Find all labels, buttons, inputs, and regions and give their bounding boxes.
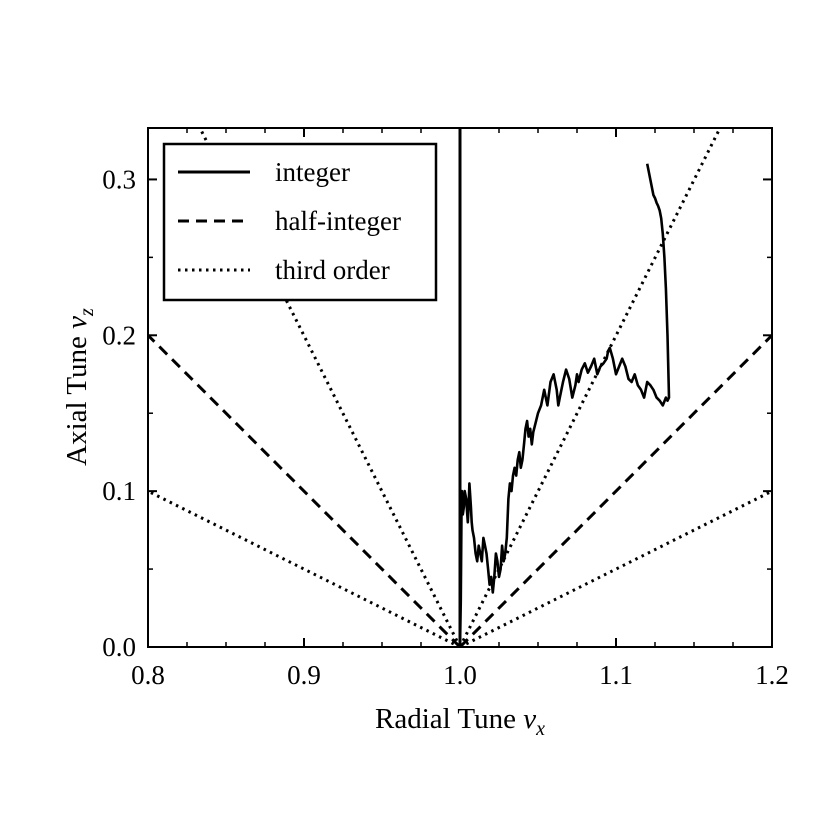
resonance-line-third-order-4 <box>459 489 772 647</box>
legend-label-integer: integer <box>275 157 350 187</box>
legend: integer half-integer third order <box>162 142 438 302</box>
y-axis-title-subscript: z <box>76 308 98 317</box>
x-axis-title-symbol: ν <box>523 703 536 735</box>
legend-label-third-order: third order <box>275 255 390 285</box>
y-axis-title-symbol: ν <box>61 316 93 329</box>
y-tick-label: 0.2 <box>102 320 136 350</box>
x-tick-label: 0.8 <box>131 660 165 690</box>
x-axis-title-text: Radial Tune <box>375 703 523 735</box>
y-axis-title: Axial Tune νz <box>61 308 98 466</box>
tune-trajectory-line-0 <box>458 163 671 647</box>
y-tick-label: 0.1 <box>102 476 136 506</box>
legend-label-half-integer: half-integer <box>275 206 401 236</box>
x-axis-title-subscript: x <box>535 718 545 740</box>
y-tick-label: 0.0 <box>102 632 136 662</box>
resonance-line-third-order-6 <box>458 128 722 647</box>
x-axis-title: Radial Tune νx <box>375 703 545 740</box>
resonance-line-half-integer-1 <box>148 334 462 647</box>
axis-ticks: 0.8 0.9 1.0 1.1 1.2 0.0 0.1 0.2 0.3 <box>102 128 789 690</box>
legend-box <box>162 142 438 302</box>
x-tick-label: 1.1 <box>599 660 633 690</box>
x-tick-label: 1.0 <box>443 660 477 690</box>
y-axis-title-text: Axial Tune <box>61 329 93 466</box>
data-series <box>458 163 671 647</box>
x-tick-label: 1.2 <box>755 660 789 690</box>
y-tick-label: 0.3 <box>102 164 136 194</box>
resonance-line-half-integer-2 <box>458 334 772 647</box>
x-tick-label: 0.9 <box>287 660 321 690</box>
resonance-line-third-order-3 <box>148 489 461 647</box>
